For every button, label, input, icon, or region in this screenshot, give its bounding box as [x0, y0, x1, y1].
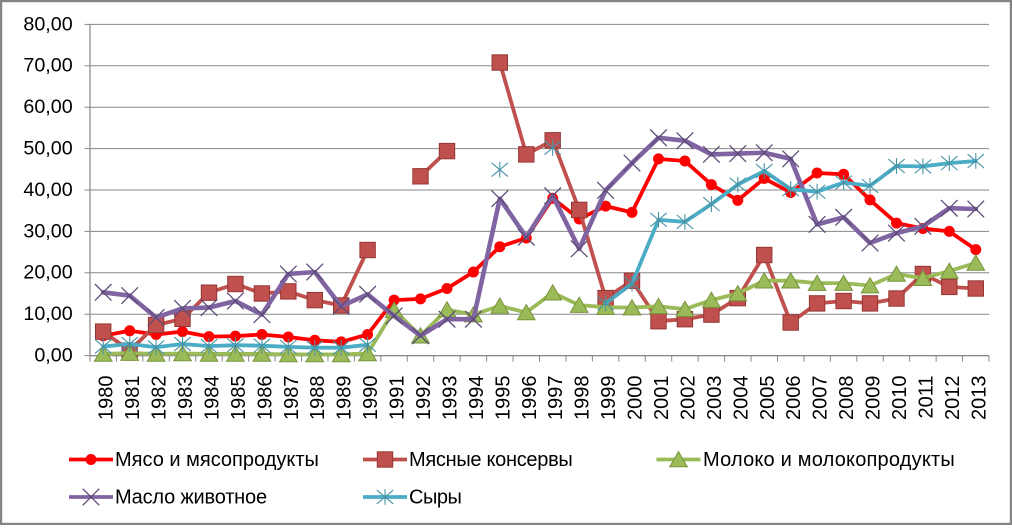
- svg-text:2000: 2000: [625, 376, 647, 421]
- svg-text:2011: 2011: [915, 376, 937, 419]
- svg-text:Сыры: Сыры: [409, 487, 461, 509]
- svg-text:60,00: 60,00: [23, 96, 72, 118]
- svg-text:2009: 2009: [863, 376, 885, 421]
- svg-text:2013: 2013: [968, 376, 990, 421]
- svg-text:20,00: 20,00: [23, 262, 72, 284]
- svg-text:2010: 2010: [889, 376, 911, 421]
- svg-text:1989: 1989: [334, 376, 356, 421]
- svg-text:1999: 1999: [598, 376, 620, 421]
- svg-text:1981: 1981: [122, 376, 144, 421]
- svg-text:1992: 1992: [413, 376, 435, 421]
- svg-text:50,00: 50,00: [23, 138, 72, 160]
- svg-text:1995: 1995: [492, 376, 514, 421]
- svg-text:1980: 1980: [96, 376, 118, 421]
- svg-text:2005: 2005: [757, 376, 779, 421]
- svg-text:1994: 1994: [466, 376, 488, 421]
- svg-text:2007: 2007: [810, 376, 832, 421]
- svg-text:2001: 2001: [651, 376, 673, 421]
- svg-text:1987: 1987: [281, 376, 303, 421]
- svg-text:1985: 1985: [228, 376, 250, 421]
- svg-text:2006: 2006: [783, 376, 805, 421]
- svg-text:2003: 2003: [704, 376, 726, 421]
- svg-text:80,00: 80,00: [23, 13, 72, 35]
- svg-text:1984: 1984: [202, 376, 224, 421]
- svg-text:1991: 1991: [387, 376, 409, 421]
- svg-text:1998: 1998: [572, 376, 594, 421]
- svg-text:1993: 1993: [440, 376, 462, 421]
- svg-text:1990: 1990: [360, 376, 382, 421]
- svg-text:0,00: 0,00: [34, 345, 72, 367]
- svg-text:1997: 1997: [545, 376, 567, 421]
- svg-text:2012: 2012: [942, 376, 964, 421]
- svg-text:40,00: 40,00: [23, 179, 72, 201]
- svg-text:1983: 1983: [175, 376, 197, 421]
- svg-text:1986: 1986: [254, 376, 276, 421]
- svg-text:1988: 1988: [307, 376, 329, 421]
- svg-text:Масло животное: Масло животное: [115, 487, 267, 509]
- svg-text:30,00: 30,00: [23, 220, 72, 242]
- svg-text:2002: 2002: [677, 376, 699, 421]
- svg-text:2008: 2008: [836, 376, 858, 421]
- svg-text:Мясо и мясопродукты: Мясо и мясопродукты: [115, 449, 319, 471]
- svg-text:1996: 1996: [519, 376, 541, 421]
- svg-text:Молоко и молокопродукты: Молоко и молокопродукты: [703, 449, 955, 471]
- svg-text:2004: 2004: [730, 376, 752, 421]
- svg-text:1982: 1982: [149, 376, 171, 421]
- svg-text:70,00: 70,00: [23, 55, 72, 77]
- svg-text:10,00: 10,00: [23, 303, 72, 325]
- svg-text:Мясные консервы: Мясные консервы: [409, 449, 572, 471]
